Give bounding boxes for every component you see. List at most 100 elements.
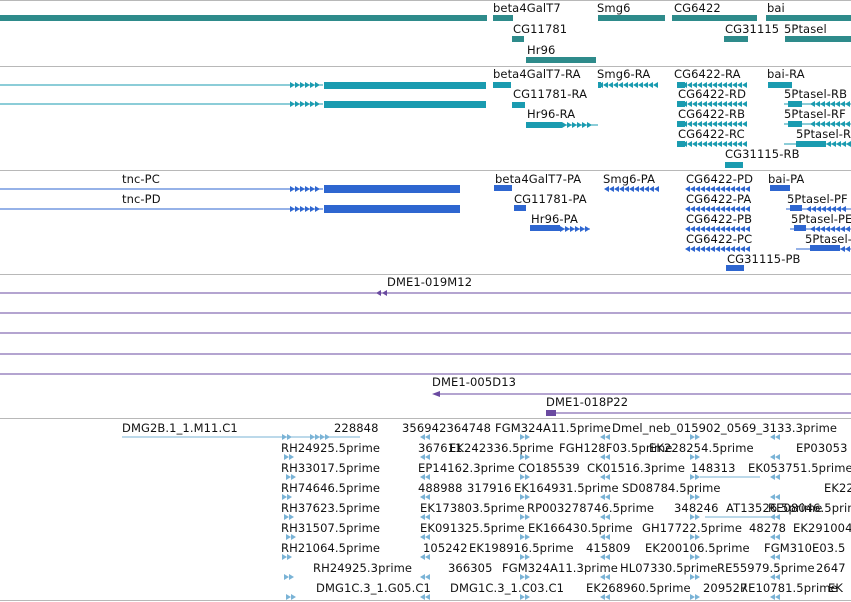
feature-label[interactable]: EK268960.5prime	[586, 581, 691, 595]
feature-label[interactable]: bai-RA	[767, 67, 805, 81]
feature-label[interactable]: EK198916.5prime	[469, 541, 574, 555]
feature-label[interactable]: tnc-PD	[122, 192, 161, 206]
feature-label[interactable]: FGM310E03.5	[764, 541, 846, 555]
feature-label[interactable]: EK291004	[793, 521, 851, 535]
feature-label[interactable]: CG11781-PA	[514, 192, 587, 206]
feature-label[interactable]: EK091325.5prime	[420, 521, 525, 535]
feature-label[interactable]: DMG1C.3_1.C03.C1	[450, 581, 564, 595]
exon-block[interactable]	[796, 141, 826, 147]
feature-label[interactable]: 209527	[703, 581, 748, 595]
feature-label[interactable]: 5Ptasel	[784, 22, 827, 36]
exon-block[interactable]	[530, 225, 560, 231]
feature-label[interactable]: 228848	[334, 421, 379, 435]
feature-label[interactable]: DME1-019M12	[387, 275, 473, 289]
feature-label[interactable]: Smg6	[597, 1, 631, 15]
gene-bar[interactable]	[672, 15, 757, 21]
feature-label[interactable]: EK166430.5prime	[528, 521, 633, 535]
feature-label[interactable]: FGM324A11.3prime	[502, 561, 618, 575]
feature-label[interactable]: 348246	[674, 501, 719, 515]
feature-label[interactable]: CK01516.3prime	[587, 461, 686, 475]
gene-bar[interactable]	[766, 15, 851, 21]
exon-block[interactable]	[788, 101, 802, 107]
exon-block[interactable]	[725, 162, 743, 168]
feature-label[interactable]: EK164931.5prime	[514, 481, 619, 495]
exon-block[interactable]	[790, 205, 802, 211]
feature-label[interactable]: EK173803.5prime	[420, 501, 525, 515]
feature-label[interactable]: FGM324A11.5prime	[495, 421, 611, 435]
gene-bar[interactable]	[785, 36, 851, 42]
feature-label[interactable]: RH31507.5prime	[281, 521, 381, 535]
exon-block[interactable]	[770, 185, 790, 191]
feature-label[interactable]: DME1-018P22	[546, 395, 629, 409]
feature-label[interactable]: EK220	[824, 481, 851, 495]
exon-block[interactable]	[494, 185, 512, 191]
feature-label[interactable]: SD08784.5prime	[622, 481, 721, 495]
feature-label[interactable]: Smg6-RA	[597, 67, 651, 81]
feature-label[interactable]: 366305	[448, 561, 493, 575]
feature-label[interactable]: 5Ptasel-RB	[784, 87, 848, 101]
exon-block[interactable]	[526, 122, 562, 128]
feature-label[interactable]: EK200106.5prime	[645, 541, 750, 555]
gene-bar[interactable]	[512, 36, 524, 42]
feature-label[interactable]: 5Ptasel-R	[796, 127, 851, 141]
feature-label[interactable]: Hr96-RA	[527, 107, 576, 121]
feature-label[interactable]: CG6422-PA	[686, 192, 752, 206]
feature-label[interactable]: CG6422	[674, 1, 721, 15]
feature-label[interactable]: RH33017.5prime	[281, 461, 381, 475]
feature-label[interactable]: beta4GalT7	[493, 1, 561, 15]
gene-bar[interactable]	[0, 15, 487, 21]
gene-bar[interactable]	[724, 36, 748, 42]
feature-label[interactable]: 5Ptasel-PE	[791, 212, 851, 226]
feature-label[interactable]: Smg6-PA	[603, 172, 656, 186]
feature-label[interactable]: beta4GalT7-RA	[493, 67, 581, 81]
exon-block[interactable]	[677, 82, 685, 88]
exon-block[interactable]	[677, 121, 685, 127]
feature-label[interactable]: CG6422-PB	[686, 212, 753, 226]
feature-label[interactable]: CG11781-RA	[513, 87, 588, 101]
feature-label[interactable]: RP003278746.5prime	[527, 501, 655, 515]
feature-label[interactable]: DMG1C.3_1.G05.C1	[316, 581, 431, 595]
feature-label[interactable]: CG11781	[513, 22, 568, 36]
feature-label[interactable]: RH24925.5prime	[281, 441, 381, 455]
feature-label[interactable]: HL07330.5prime	[620, 561, 718, 575]
feature-label[interactable]: RE55979.5prime	[717, 561, 815, 575]
clone-block[interactable]	[546, 410, 556, 416]
feature-label[interactable]: DMG2B.1_1.M11.C1	[122, 421, 238, 435]
feature-label[interactable]: 415809	[586, 541, 631, 555]
feature-label[interactable]: RH21064.5prime	[281, 541, 381, 555]
feature-label[interactable]: RH24925.3prime	[313, 561, 413, 575]
feature-label[interactable]: 5Ptasel-	[805, 232, 851, 246]
feature-label[interactable]: Dmel_neb_015902_0569_3133.3prime	[612, 421, 838, 435]
feature-label[interactable]: 105242	[423, 541, 468, 555]
feature-label[interactable]: AT13526.5prime	[726, 501, 823, 515]
feature-label[interactable]: 48278	[749, 521, 787, 535]
feature-label[interactable]: 488988	[418, 481, 463, 495]
feature-label[interactable]: DME1-005D13	[432, 375, 517, 389]
feature-label[interactable]: 148313	[691, 461, 736, 475]
feature-label[interactable]: 5Ptasel-PF	[787, 192, 848, 206]
feature-label[interactable]: 367611	[418, 441, 463, 455]
feature-label[interactable]: Hr96	[527, 43, 556, 57]
exon-block[interactable]	[493, 82, 511, 88]
exon-block[interactable]	[677, 101, 685, 107]
feature-label[interactable]: GH17722.5prime	[642, 521, 743, 535]
feature-label[interactable]: CG6422-RA	[674, 67, 741, 81]
gene-bar[interactable]	[493, 15, 513, 21]
gene-bar[interactable]	[526, 57, 596, 63]
feature-label[interactable]: EP03053	[796, 441, 848, 455]
feature-label[interactable]: EK053751.5prime	[748, 461, 851, 475]
feature-label[interactable]: EK242336.5prime	[449, 441, 554, 455]
exon-block[interactable]	[810, 245, 840, 251]
feature-label[interactable]: 5Ptasel-RF	[784, 107, 846, 121]
exon-block[interactable]	[324, 82, 486, 89]
feature-label[interactable]: FGH128F03.5prime	[559, 441, 673, 455]
feature-label[interactable]: beta4GalT7-PA	[495, 172, 582, 186]
exon-block[interactable]	[788, 121, 802, 127]
feature-label[interactable]: CG31115	[725, 22, 780, 36]
feature-label[interactable]: Hr96-PA	[531, 212, 578, 226]
exon-block[interactable]	[768, 82, 792, 88]
feature-label[interactable]: CG6422-RD	[678, 87, 747, 101]
feature-label[interactable]: CG6422-RB	[678, 107, 746, 121]
feature-label[interactable]: 2647	[816, 561, 846, 575]
exon-block[interactable]	[677, 141, 685, 147]
